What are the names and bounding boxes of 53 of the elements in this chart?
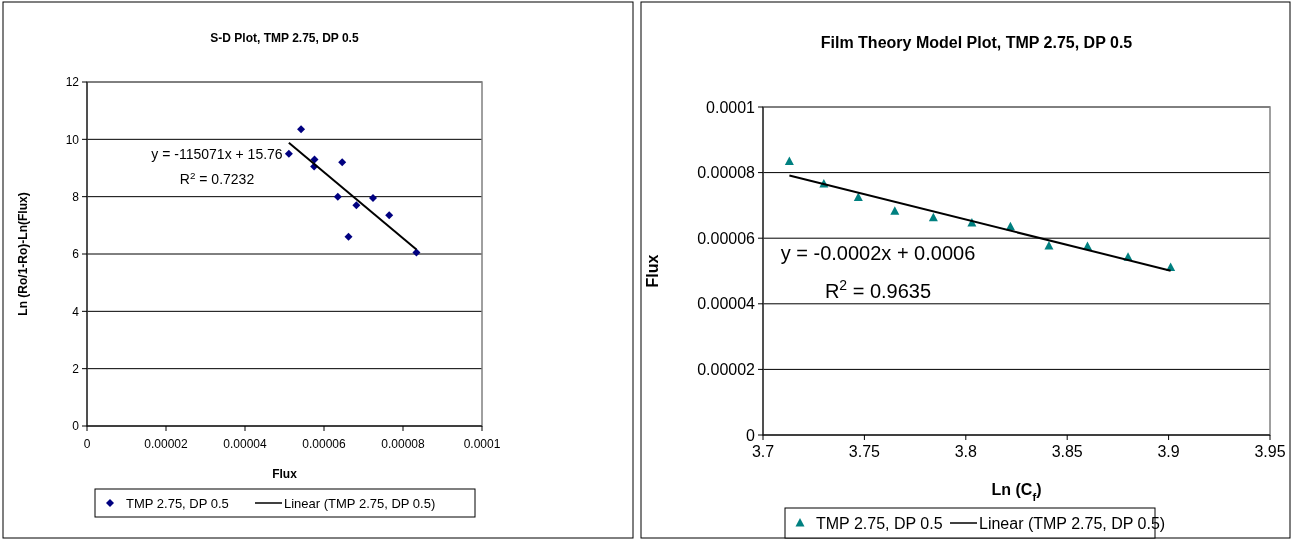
x-tick-label: 3.9 (1157, 443, 1180, 460)
x-tick-label: 3.75 (848, 443, 881, 460)
y-axis-title: Flux (644, 254, 661, 288)
point (784, 156, 794, 165)
x-axis-title: Flux (272, 467, 298, 481)
x-tick-label: 0 (83, 437, 91, 451)
x-tick-label: 3.95 (1254, 443, 1286, 460)
point (928, 212, 938, 222)
annotation: y = -115071x + 15.76 (151, 146, 283, 162)
annotation: R$^{2}$ = 0.7232 (179, 169, 255, 187)
y-tick-label: 0.00004 (697, 295, 756, 313)
point (352, 201, 361, 210)
point (338, 158, 347, 167)
y-tick-label: 10 (65, 132, 80, 147)
x-tick-label: 0.00006 (302, 437, 347, 451)
legend-label: TMP 2.75, DP 0.5 (126, 495, 229, 511)
x-tick-label: 3.7 (751, 443, 775, 460)
x-tick-label: 0.0001 (463, 437, 501, 451)
y-tick-label: 4 (72, 304, 80, 319)
y-tick-label: 0 (72, 419, 80, 434)
x-tick-label: 0.00002 (144, 437, 189, 451)
annotation: R$^{2}$ = 0.9635 (824, 277, 932, 302)
x-axis-title: Ln (C$_{f}$) (991, 481, 1042, 503)
point (368, 194, 377, 203)
legend-label: Linear (TMP 2.75, DP 0.5) (979, 514, 1166, 532)
point (853, 192, 863, 202)
point (344, 232, 353, 241)
y-tick-label: 0.00006 (697, 229, 756, 247)
x-tick-label: 3.8 (954, 443, 978, 460)
point (333, 192, 342, 201)
y-axis-title: Ln (Ro/1-Ro)-Ln(Flux) (16, 192, 30, 316)
y-tick-label: 0.00008 (697, 164, 756, 182)
point (284, 149, 293, 158)
point (890, 206, 900, 215)
point (297, 125, 306, 134)
y-tick-label: 0.0001 (706, 98, 756, 116)
legend-label: Linear (TMP 2.75, DP 0.5) (284, 495, 436, 511)
x-tick-label: 0.00008 (381, 437, 426, 451)
annotation: y = -0.0002x + 0.0006 (780, 242, 976, 264)
y-tick-label: 12 (65, 75, 80, 90)
point (310, 155, 319, 164)
y-tick-label: 2 (72, 361, 80, 376)
y-tick-label: 8 (72, 189, 80, 204)
point (1044, 241, 1054, 250)
x-tick-label: 3.85 (1051, 443, 1083, 460)
y-tick-label: 6 (72, 247, 80, 262)
point (412, 248, 421, 257)
y-tick-label: 0.00002 (697, 361, 756, 378)
legend-label: TMP 2.75, DP 0.5 (816, 514, 943, 532)
chart-title: Film Theory Model Plot, TMP 2.75, DP 0.5 (820, 34, 1133, 51)
x-tick-label: 0.00004 (223, 437, 268, 451)
point (385, 211, 394, 220)
chart-title: S-D Plot, TMP 2.75, DP 0.5 (210, 31, 359, 45)
